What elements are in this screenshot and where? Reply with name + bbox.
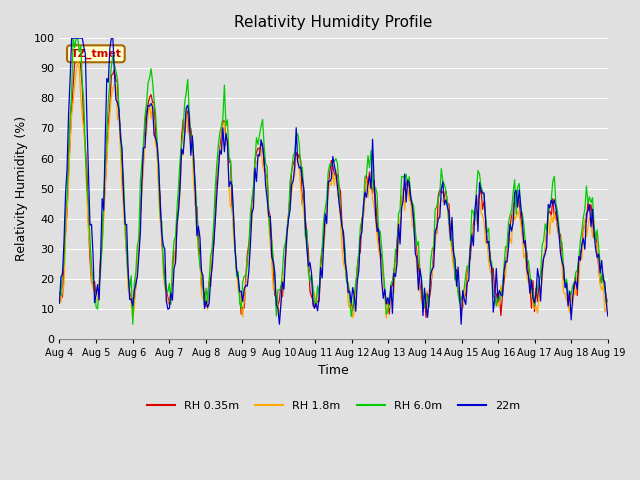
Text: TZ_tmet: TZ_tmet <box>70 48 122 59</box>
Legend: RH 0.35m, RH 1.8m, RH 6.0m, 22m: RH 0.35m, RH 1.8m, RH 6.0m, 22m <box>143 396 525 415</box>
Title: Relativity Humidity Profile: Relativity Humidity Profile <box>234 15 433 30</box>
X-axis label: Time: Time <box>318 364 349 377</box>
Y-axis label: Relativity Humidity (%): Relativity Humidity (%) <box>15 116 28 261</box>
